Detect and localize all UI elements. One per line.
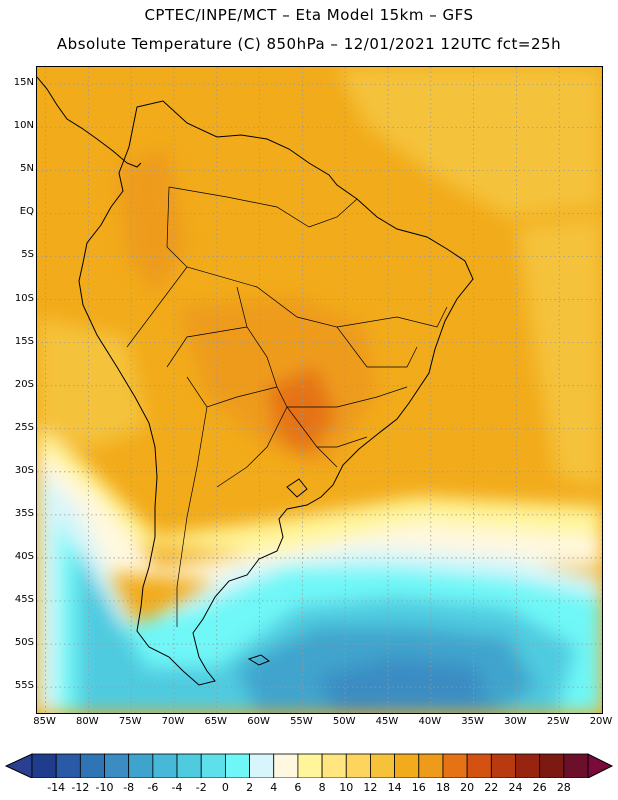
colorbar-swatch [224,753,250,778]
lat-tick-label: 15N [13,77,34,89]
colorbar-swatch [273,753,299,778]
colorbar-swatch [563,753,589,778]
lon-tick-label: 75W [118,716,142,727]
colorbar-tick-label: -12 [71,781,90,794]
colorbar-tick-label: -10 [95,781,114,794]
colorbar-over-arrow [587,753,614,778]
colorbar [4,753,614,778]
colorbar-swatch [515,753,541,778]
lon-tick-label: 50W [332,716,356,727]
colorbar-tick-label: 20 [460,781,475,794]
lat-tick-label: 30S [14,464,34,476]
lon-tick-label: 60W [247,716,270,727]
lat-tick-label: 5N [20,163,34,175]
lat-tick-label: 15S [14,335,34,347]
lat-tick-label: 45S [14,594,34,606]
lon-tick-label: 40W [418,716,442,727]
colorbar-swatch [200,753,226,778]
colorbar-tick-label: 14 [387,781,402,794]
colorbar-tick-label: -14 [47,781,66,794]
colorbar-tick-label: -2 [195,781,207,794]
field-n-atlantic-yellow [337,67,602,217]
colorbar-tick-label: 16 [411,781,426,794]
colorbar-swatch [249,753,275,778]
colorbar-tick-label: -8 [123,781,135,794]
chart-title-line-1: CPTEC/INPE/MCT – Eta Model 15km – GFS [144,6,474,24]
lat-tick-label: 50S [14,637,34,649]
colorbar-swatch [490,753,516,778]
field-interior-hot-2 [267,367,337,457]
colorbar-under-arrow [4,753,33,778]
colorbar-swatch [104,753,130,778]
colorbar-swatch [370,753,396,778]
south-america-outline [78,100,474,686]
lon-tick-label: 35W [461,716,484,727]
temperature-map [37,67,602,713]
lon-tick-label: 20W [589,716,613,727]
colorbar-tick-label: 28 [556,781,571,794]
colorbar-swatch [394,753,420,778]
falkland-islands [247,654,271,666]
lon-tick-label: 30W [504,716,527,727]
lat-tick-label: 25S [14,421,34,433]
field-cream-band [37,427,602,557]
colorbar-swatch [55,753,81,778]
colorbar-swatch [128,753,154,778]
lat-tick-label: 35S [14,507,34,519]
lat-tick-label: 40S [14,550,34,562]
country-borders [126,186,448,627]
colorbar-tick-label: -6 [147,781,159,794]
field-cool-deepest [317,657,487,713]
colorbar-swatch [321,753,347,778]
colorbar-tick-label: 24 [508,781,523,794]
colorbar-tick-label: 8 [318,781,326,794]
colorbar-swatch [297,753,323,778]
colorbar-tick-label: 2 [246,781,254,794]
colorbar-tick-label: 4 [270,781,278,794]
colorbar-tick-label: -4 [171,781,183,794]
lon-tick-label: 55W [290,716,313,727]
colorbar-swatch [442,753,468,778]
chart-title-line-2: Absolute Temperature (C) 850hPa – 12/01/… [56,35,562,53]
coastlines [37,76,474,686]
colorbar-tick-label: 18 [435,781,450,794]
lon-tick-label: 25W [546,716,570,727]
colorbar-tick-label: 0 [221,781,229,794]
central-america-outline [37,76,142,168]
lat-tick-label: 20S [14,378,34,390]
colorbar-swatch [152,753,178,778]
colorbar-tick-label: 6 [294,781,302,794]
colorbar-swatch [31,753,57,778]
field-andes-hot [117,147,187,297]
field-cream-band-2 [37,447,602,587]
colorbar-swatch [418,753,444,778]
lat-tick-label: 55S [14,680,34,692]
lon-tick-label: 65W [204,716,228,727]
field-pacific-yellow [37,317,147,447]
lon-tick-label: 45W [375,716,399,727]
colorbar-swatch [345,753,371,778]
lat-tick-label: 5S [21,249,34,261]
lat-tick-label: 10N [13,120,34,132]
colorbar-tick-label: 26 [532,781,547,794]
colorbar-tick-label: 10 [339,781,354,794]
map-panel [36,66,603,714]
colorbar-tick-label: 12 [363,781,378,794]
lagoa-dos-patos [286,478,308,498]
colorbar-tick-label: 22 [484,781,499,794]
lon-tick-label: 80W [76,716,99,727]
lat-tick-label: EQ [19,206,34,218]
colorbar-swatch [176,753,202,778]
lon-tick-label: 70W [161,716,185,727]
lon-tick-label: 85W [33,716,56,727]
colorbar-swatch [466,753,492,778]
lat-tick-label: 10S [14,292,34,304]
colorbar-swatch [79,753,105,778]
colorbar-swatch [539,753,565,778]
